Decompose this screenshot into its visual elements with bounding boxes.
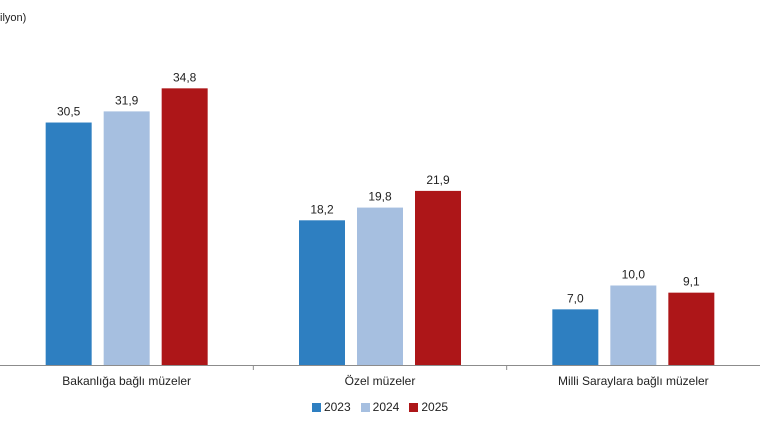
bar-2023-1 <box>299 220 345 365</box>
legend-swatch-2024 <box>360 402 370 412</box>
unit-label: ilyon) <box>0 12 27 24</box>
legend-item-2025: 2025 <box>409 400 448 414</box>
bar-2024-1 <box>357 207 403 365</box>
data-label-2025-0: 34,8 <box>173 70 197 84</box>
bar-2023-2 <box>552 309 599 365</box>
legend-item-2023: 2023 <box>311 400 351 414</box>
data-label-2023-0: 30,5 <box>57 105 81 119</box>
bar-2025-1 <box>415 190 461 365</box>
legend-label-2025: 2025 <box>421 400 449 414</box>
legend-swatch-2025 <box>409 402 419 412</box>
data-label-2023-2: 7,0 <box>567 291 584 305</box>
data-label-2023-1: 18,2 <box>310 202 334 216</box>
bar-2024-2 <box>610 285 657 365</box>
legend-item-2024: 2024 <box>360 400 400 414</box>
legend-label-2023: 2023 <box>323 400 351 414</box>
data-label-2025-2: 9,1 <box>683 275 700 289</box>
legend: 2023 2024 2025 <box>0 400 760 414</box>
bar-2025-0 <box>161 88 208 365</box>
category-label-2: Milli Saraylara bağlı müzeler <box>558 374 709 388</box>
legend-swatch-2023 <box>311 402 321 412</box>
data-label-2024-1: 19,8 <box>368 190 392 204</box>
category-label-0: Bakanlığa bağlı müzeler <box>62 374 191 388</box>
bar-2023-0 <box>45 122 92 366</box>
data-label-2025-1: 21,9 <box>426 173 450 187</box>
data-label-2024-0: 31,9 <box>115 93 139 107</box>
data-label-2024-2: 10,0 <box>622 268 646 282</box>
category-label-1: Özel müzeler <box>345 374 416 388</box>
bar-2024-0 <box>103 111 150 366</box>
legend-label-2024: 2024 <box>372 400 400 414</box>
bar-2025-2 <box>668 292 715 365</box>
